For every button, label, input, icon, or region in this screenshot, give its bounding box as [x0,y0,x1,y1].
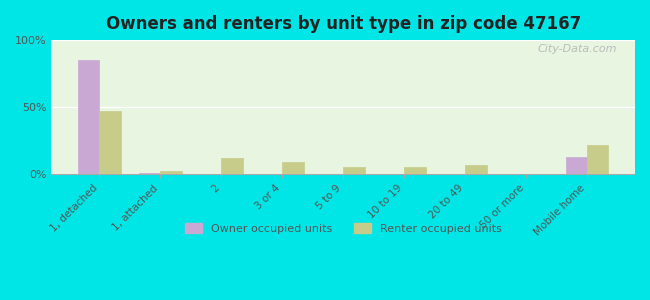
Title: Owners and renters by unit type in zip code 47167: Owners and renters by unit type in zip c… [105,15,581,33]
Bar [465,165,487,174]
Text: City-Data.com: City-Data.com [538,44,617,54]
Bar [566,157,587,174]
Bar [78,60,99,174]
Bar [221,158,242,174]
Bar [282,162,304,174]
Bar [99,111,121,174]
Legend: Owner occupied units, Renter occupied units: Owner occupied units, Renter occupied un… [181,218,506,238]
Bar [587,145,608,174]
Bar [139,173,161,174]
Bar [343,167,365,174]
Bar [161,171,181,174]
Bar [404,167,426,174]
